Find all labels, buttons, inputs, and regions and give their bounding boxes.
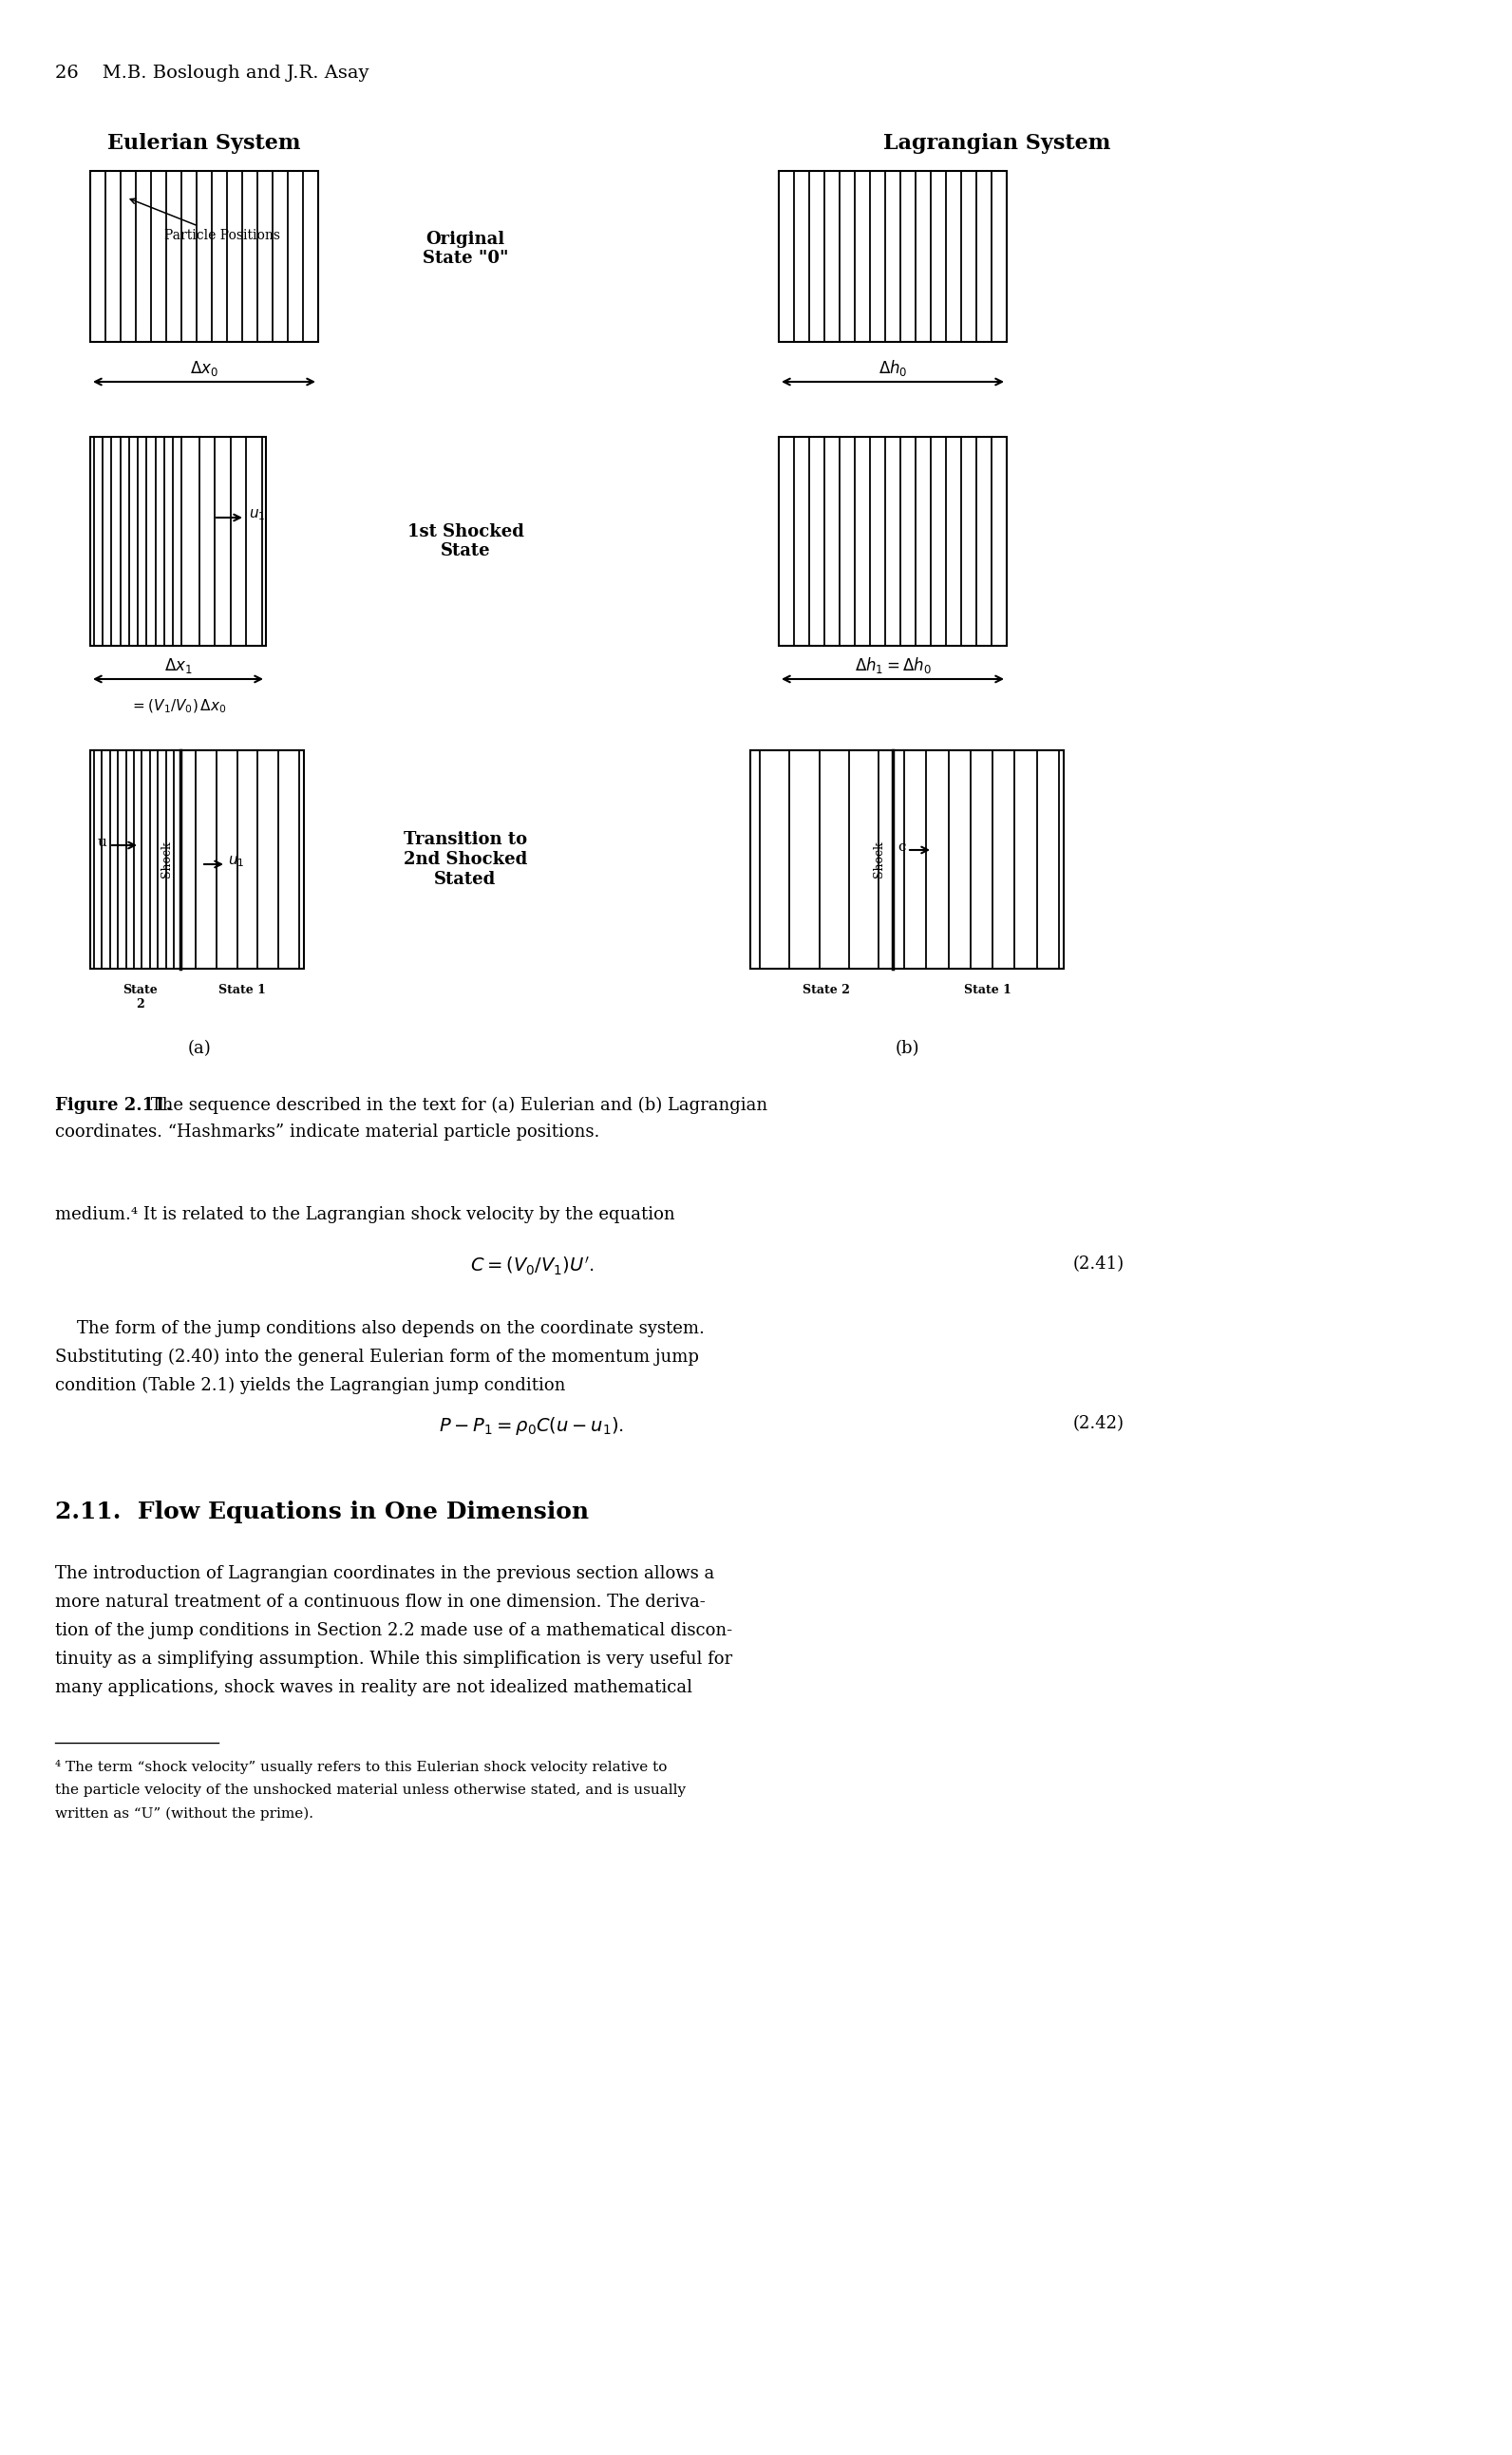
Text: written as “U” (without the prime).: written as “U” (without the prime). [54, 1807, 313, 1822]
Text: $u_1$: $u_1$ [228, 854, 245, 869]
Text: $\Delta x_0$: $\Delta x_0$ [191, 358, 218, 378]
Text: many applications, shock waves in reality are not idealized mathematical: many applications, shock waves in realit… [54, 1679, 692, 1696]
Text: $\Delta h_1 = \Delta h_0$: $\Delta h_1 = \Delta h_0$ [854, 655, 931, 675]
Text: State 1: State 1 [965, 984, 1012, 997]
Text: State 2: State 2 [803, 984, 850, 997]
Text: medium.⁴ It is related to the Lagrangian shock velocity by the equation: medium.⁴ It is related to the Lagrangian… [54, 1205, 674, 1223]
Text: 2.11.  Flow Equations in One Dimension: 2.11. Flow Equations in One Dimension [54, 1500, 590, 1525]
Text: Substituting (2.40) into the general Eulerian form of the momentum jump: Substituting (2.40) into the general Eul… [54, 1348, 699, 1365]
Text: State
2: State 2 [122, 984, 159, 1011]
Text: Lagrangian System: Lagrangian System [883, 133, 1111, 155]
Text: 26    M.B. Boslough and J.R. Asay: 26 M.B. Boslough and J.R. Asay [54, 64, 369, 81]
Text: State 1: State 1 [219, 984, 266, 997]
Text: (2.42): (2.42) [1074, 1414, 1125, 1431]
Text: c: c [898, 840, 906, 854]
Text: tion of the jump conditions in Section 2.2 made use of a mathematical discon-: tion of the jump conditions in Section 2… [54, 1623, 732, 1640]
Text: The form of the jump conditions also depends on the coordinate system.: The form of the jump conditions also dep… [54, 1321, 705, 1338]
Text: $\Delta h_0$: $\Delta h_0$ [878, 358, 907, 378]
Text: ⁴ The term “shock velocity” usually refers to this Eulerian shock velocity relat: ⁴ The term “shock velocity” usually refe… [54, 1760, 667, 1775]
Text: $C = (V_0/V_1)U'.$: $C = (V_0/V_1)U'.$ [470, 1255, 594, 1277]
Text: coordinates. “Hashmarks” indicate material particle positions.: coordinates. “Hashmarks” indicate materi… [54, 1124, 600, 1142]
Text: (2.41): (2.41) [1074, 1255, 1125, 1272]
Text: $= (V_1/ V_0)\,\Delta x_0$: $= (V_1/ V_0)\,\Delta x_0$ [130, 697, 227, 714]
Text: (a): (a) [187, 1041, 212, 1058]
Text: 1st Shocked
State: 1st Shocked State [407, 523, 523, 560]
Text: Particle Positions: Particle Positions [130, 199, 280, 243]
Text: Transition to
2nd Shocked
Stated: Transition to 2nd Shocked Stated [404, 832, 528, 889]
Text: more natural treatment of a continuous flow in one dimension. The deriva-: more natural treatment of a continuous f… [54, 1593, 706, 1610]
Text: u: u [98, 835, 107, 849]
Text: Eulerian System: Eulerian System [107, 133, 301, 155]
Text: the particle velocity of the unshocked material unless otherwise stated, and is : the particle velocity of the unshocked m… [54, 1782, 686, 1797]
Text: $\Delta x_1$: $\Delta x_1$ [163, 655, 192, 675]
Text: $u_1$: $u_1$ [249, 508, 265, 523]
Text: condition (Table 2.1) yields the Lagrangian jump condition: condition (Table 2.1) yields the Lagrang… [54, 1377, 565, 1394]
Text: Figure 2.11.: Figure 2.11. [54, 1097, 172, 1115]
Text: Shock: Shock [874, 842, 886, 879]
Text: Shock: Shock [160, 842, 174, 879]
Text: $P - P_1 = \rho_0 C(u - u_1).$: $P - P_1 = \rho_0 C(u - u_1).$ [438, 1414, 624, 1436]
Text: The sequence described in the text for (a) Eulerian and (b) Lagrangian: The sequence described in the text for (… [145, 1097, 768, 1115]
Text: Original
State "0": Original State "0" [422, 231, 508, 268]
Text: (b): (b) [895, 1041, 919, 1058]
Text: The introduction of Lagrangian coordinates in the previous section allows a: The introduction of Lagrangian coordinat… [54, 1566, 715, 1581]
Text: tinuity as a simplifying assumption. While this simplification is very useful fo: tinuity as a simplifying assumption. Whi… [54, 1650, 732, 1667]
